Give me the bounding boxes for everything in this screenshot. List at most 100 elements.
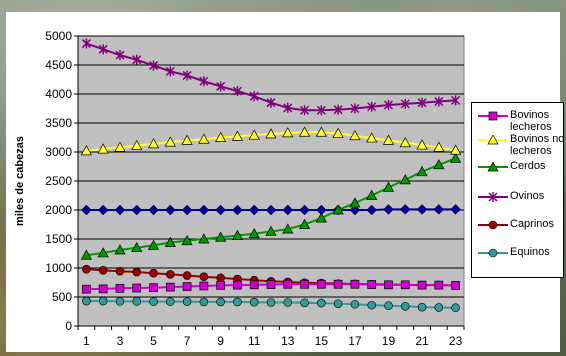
data-point (434, 96, 444, 107)
data-point (166, 270, 175, 279)
data-point (433, 204, 445, 215)
legend: Bovinos lecheros Bovinos no lecheros Cerdo… (471, 102, 564, 278)
legend-label: Equinos (510, 246, 550, 258)
x-tick-label: 15 (315, 334, 329, 348)
data-point (300, 105, 310, 116)
data-point (216, 81, 226, 92)
x-tick-label: 11 (248, 334, 261, 348)
data-point (98, 266, 108, 275)
data-point (382, 181, 395, 192)
legend-label: Caprinos (510, 218, 555, 230)
data-point (82, 296, 91, 306)
series-ovinos (81, 38, 461, 116)
data-point (233, 297, 242, 307)
data-point (216, 297, 225, 307)
data-point (315, 212, 327, 223)
data-point (333, 299, 343, 308)
data-point (114, 244, 126, 255)
data-point (182, 271, 192, 280)
data-point (349, 197, 361, 208)
data-point (451, 303, 460, 313)
legend-swatch (478, 135, 508, 145)
data-point (382, 134, 395, 145)
data-point (182, 297, 192, 306)
data-point (416, 139, 428, 150)
data-point (115, 50, 125, 61)
data-point (265, 128, 277, 139)
data-point (132, 54, 142, 65)
y-tick-label: 3000 (45, 145, 72, 159)
y-tick-label: 4000 (45, 87, 72, 101)
data-point (199, 272, 209, 282)
data-point (132, 283, 142, 293)
y-tick-label: 2000 (45, 203, 72, 217)
data-point (399, 136, 411, 148)
data-point (147, 239, 160, 250)
data-point (198, 233, 210, 244)
x-tick-label: 3 (117, 334, 124, 348)
data-point (148, 204, 159, 216)
legend-label: Bovinos lecheros (510, 109, 552, 133)
data-point (97, 204, 109, 216)
data-point (248, 228, 260, 239)
data-point (164, 136, 176, 147)
data-point (265, 225, 277, 236)
data-point (367, 280, 377, 289)
data-point (266, 298, 276, 307)
series-bovinos-lecheros (82, 279, 460, 294)
legend-item: Bovinos lecheros (472, 109, 563, 137)
data-point (114, 141, 126, 152)
data-point (199, 297, 209, 307)
legend-item: Ovinos (472, 190, 563, 218)
legend-marker (487, 162, 499, 172)
data-point (332, 204, 344, 215)
data-point (283, 298, 293, 307)
data-point (216, 273, 225, 283)
legend-label: Bovinos no lecheros (510, 133, 565, 157)
x-tick-label: 19 (382, 334, 396, 348)
series-equinos (82, 296, 460, 313)
data-point (115, 297, 125, 306)
data-point (434, 303, 444, 312)
data-point (82, 284, 91, 294)
data-point (199, 76, 209, 87)
x-tick-label: 9 (217, 334, 224, 348)
line-chart: 0 500 1000 1500 2000 2500 3000 3500 4000 4500 5000… (14, 29, 465, 348)
data-point (215, 204, 227, 216)
data-point (215, 131, 227, 142)
data-point (367, 101, 377, 112)
data-point (399, 204, 411, 215)
x-tick-label: 17 (348, 334, 362, 348)
data-point (350, 299, 360, 309)
data-point (164, 236, 176, 247)
data-point (131, 241, 143, 253)
data-point (450, 204, 461, 215)
data-point (148, 60, 159, 71)
data-point (114, 204, 126, 216)
data-point (199, 281, 209, 291)
y-tick-label: 3500 (45, 116, 72, 130)
legend-swatch (478, 162, 508, 172)
data-point (349, 130, 361, 141)
legend-item: Bovinos no lecheros (472, 133, 565, 161)
data-point (350, 279, 360, 289)
data-point (417, 280, 427, 290)
data-point (249, 297, 259, 307)
chart-panel: 0 500 1000 1500 2000 2500 3000 3500 4000 4500 5000… (6, 12, 564, 352)
data-point (216, 281, 226, 290)
data-point (265, 204, 277, 216)
data-point (147, 138, 160, 149)
data-point (400, 280, 410, 290)
data-point (366, 132, 378, 143)
data-point (400, 301, 410, 311)
data-point (149, 268, 158, 278)
x-tick-label: 21 (415, 334, 429, 348)
series-lines (80, 38, 462, 313)
data-point (198, 204, 210, 216)
legend-swatch (478, 220, 508, 230)
y-tick-labels: 0 500 1000 1500 2000 2500 3000 3500 4000 4500 5000 (45, 29, 72, 333)
data-point (248, 129, 260, 140)
data-point (181, 134, 193, 145)
legend-item: Cerdos (472, 160, 563, 188)
x-tick-label: 23 (449, 334, 463, 348)
